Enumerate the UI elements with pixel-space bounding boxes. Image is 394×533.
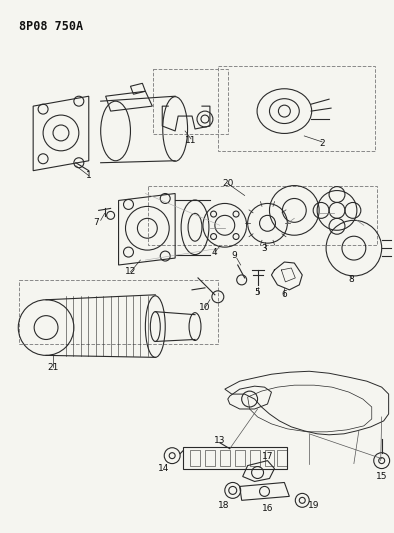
Text: 2: 2	[319, 139, 325, 148]
Text: 18: 18	[218, 501, 230, 510]
Text: 16: 16	[262, 504, 273, 513]
Bar	[277, 450, 287, 466]
Bar	[235, 450, 245, 466]
Text: 12: 12	[125, 268, 136, 277]
Text: 14: 14	[158, 464, 169, 473]
Text: 20: 20	[222, 179, 234, 188]
Text: 15: 15	[376, 472, 387, 481]
Text: 7: 7	[93, 218, 98, 227]
Bar	[218, 67, 375, 151]
Text: 11: 11	[185, 136, 197, 146]
Text: 1: 1	[86, 171, 92, 180]
Bar	[19, 280, 218, 344]
Text: 4: 4	[212, 248, 218, 256]
Text: 17: 17	[262, 452, 273, 461]
Bar	[153, 69, 228, 134]
Text: 19: 19	[309, 501, 320, 510]
Text: 8: 8	[348, 276, 354, 285]
Bar	[220, 450, 230, 466]
Bar	[149, 185, 377, 245]
Text: 9: 9	[232, 251, 238, 260]
Bar	[250, 450, 260, 466]
Bar	[264, 450, 275, 466]
Text: 10: 10	[199, 303, 211, 312]
Text: 21: 21	[47, 363, 59, 372]
Text: 3: 3	[262, 244, 268, 253]
Bar	[190, 450, 200, 466]
Text: 8P08 750A: 8P08 750A	[19, 20, 84, 33]
Text: 13: 13	[214, 437, 226, 445]
Text: 6: 6	[281, 290, 287, 300]
Text: 5: 5	[255, 288, 260, 297]
Bar	[205, 450, 215, 466]
Bar	[183, 447, 287, 469]
